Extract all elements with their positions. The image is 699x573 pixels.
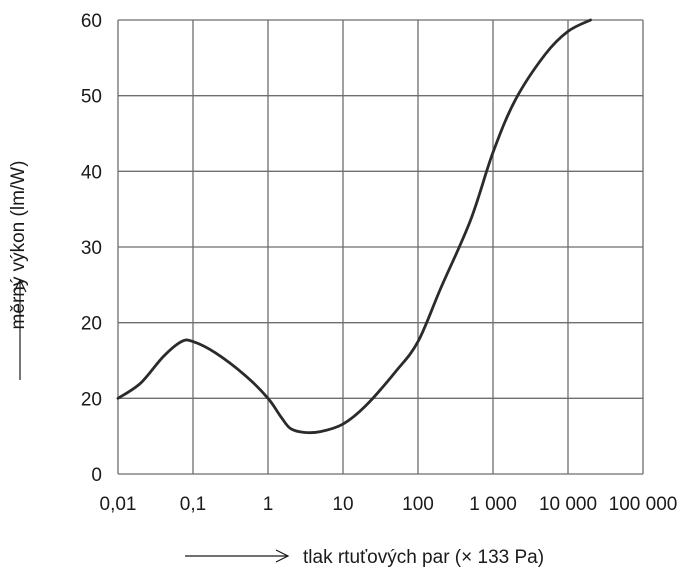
y-axis: 0 20 20 30 40 50 60 <box>81 11 102 486</box>
y-axis-title: měrný výkon (lm/W) <box>8 161 29 330</box>
y-tick-label: 20 <box>81 314 102 335</box>
x-tick-label: 1 000 <box>469 494 517 515</box>
x-tick-label: 10 000 <box>539 494 597 515</box>
y-axis-title-group: měrný výkon (lm/W) <box>8 161 29 380</box>
y-tick-label: 0 <box>91 465 102 486</box>
y-axis-arrow <box>13 278 27 380</box>
x-axis-title: tlak rtuťových par (× 133 Pa) <box>303 547 544 568</box>
x-axis-arrow <box>185 549 290 563</box>
x-axis: 0,01 0,1 1 10 100 1 000 10 000 100 000 <box>100 494 678 515</box>
series-line <box>116 18 592 435</box>
x-tick-label: 10 <box>332 494 353 515</box>
y-tick-label: 30 <box>81 238 102 259</box>
x-axis-title-group: tlak rtuťových par (× 133 Pa) <box>185 547 544 568</box>
series-group <box>116 18 592 435</box>
y-tick-label: 20 <box>81 389 102 410</box>
x-tick-label: 1 <box>263 494 274 515</box>
y-tick-label: 40 <box>81 162 102 183</box>
x-tick-label: 0,01 <box>100 494 137 515</box>
x-tick-label: 100 000 <box>609 494 678 515</box>
x-tick-label: 0,1 <box>180 494 206 515</box>
x-tick-label: 100 <box>402 494 434 515</box>
y-tick-label: 60 <box>81 11 102 32</box>
y-tick-label: 50 <box>81 87 102 108</box>
grid <box>117 19 644 475</box>
